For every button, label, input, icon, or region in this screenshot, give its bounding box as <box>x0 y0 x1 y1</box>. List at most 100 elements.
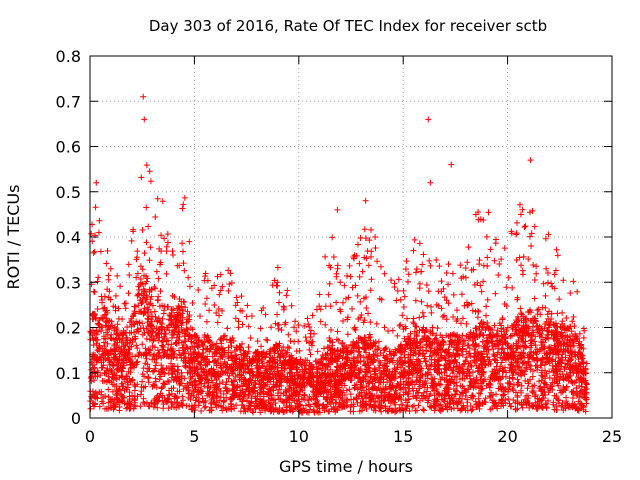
data-point <box>192 334 199 341</box>
data-point <box>337 279 344 286</box>
data-point <box>384 366 391 373</box>
data-point <box>193 394 200 401</box>
data-point <box>465 360 472 367</box>
chart-title: Day 303 of 2016, Rate Of TEC Index for r… <box>149 17 547 35</box>
data-point <box>435 402 442 409</box>
data-point <box>266 403 273 410</box>
data-point <box>466 382 473 389</box>
data-point <box>366 365 373 372</box>
data-point <box>544 279 551 286</box>
data-point <box>91 248 98 255</box>
data-point <box>202 300 209 307</box>
data-point <box>518 262 525 269</box>
data-point <box>450 366 457 373</box>
data-point <box>327 388 334 395</box>
data-point <box>143 239 150 246</box>
data-point <box>376 375 383 382</box>
data-point <box>334 328 341 335</box>
data-point <box>138 300 145 307</box>
data-point <box>463 333 470 340</box>
data-point <box>416 339 423 346</box>
data-point <box>240 408 247 415</box>
data-point <box>239 340 246 347</box>
data-point <box>225 287 232 294</box>
data-point <box>96 316 103 323</box>
data-point <box>225 375 232 382</box>
data-point <box>378 392 385 399</box>
data-point <box>501 245 508 252</box>
data-point <box>88 373 95 380</box>
data-point <box>296 347 303 354</box>
data-point <box>484 254 491 261</box>
data-point <box>578 353 585 360</box>
data-point <box>211 358 218 365</box>
data-point <box>567 290 574 297</box>
data-point <box>322 303 329 310</box>
data-point <box>434 340 441 347</box>
data-point <box>385 391 392 398</box>
data-point <box>424 375 431 382</box>
data-point <box>320 345 327 352</box>
data-point <box>420 313 427 320</box>
data-point <box>515 336 522 343</box>
data-point <box>88 230 95 237</box>
data-point <box>134 358 141 365</box>
data-point <box>404 278 411 285</box>
data-point <box>176 388 183 395</box>
data-point <box>423 282 430 289</box>
data-point <box>351 373 358 380</box>
data-point <box>492 402 499 409</box>
data-point <box>403 405 410 412</box>
data-point <box>152 378 159 385</box>
data-point <box>471 359 478 366</box>
data-point <box>126 389 133 396</box>
data-point <box>145 329 152 336</box>
data-point <box>131 387 138 394</box>
data-point <box>237 360 244 367</box>
data-point <box>493 363 500 370</box>
data-point <box>288 302 295 309</box>
data-point <box>328 326 335 333</box>
data-point <box>350 254 357 261</box>
data-point <box>239 383 246 390</box>
data-point <box>485 325 492 332</box>
data-point <box>556 347 563 354</box>
data-point <box>211 301 218 308</box>
data-point <box>326 399 333 406</box>
data-point <box>295 372 302 379</box>
data-point <box>133 256 140 263</box>
data-point <box>570 314 577 321</box>
data-point <box>393 297 400 304</box>
data-point <box>182 354 189 361</box>
data-point <box>184 369 191 376</box>
data-point <box>138 174 145 181</box>
data-point <box>318 356 325 363</box>
data-point <box>450 331 457 338</box>
data-point <box>570 278 577 285</box>
data-point <box>291 338 298 345</box>
data-point <box>474 314 481 321</box>
data-point <box>406 407 413 414</box>
data-point <box>510 362 517 369</box>
data-point <box>364 341 371 348</box>
data-point <box>191 378 198 385</box>
data-point <box>307 327 314 334</box>
data-point <box>173 339 180 346</box>
data-point <box>107 366 114 373</box>
data-point <box>317 318 324 325</box>
data-point <box>494 371 501 378</box>
data-point <box>176 351 183 358</box>
data-point <box>543 265 550 272</box>
data-point <box>374 395 381 402</box>
data-point <box>412 392 419 399</box>
data-point <box>508 345 515 352</box>
data-point <box>494 359 501 366</box>
data-point <box>472 343 479 350</box>
data-point <box>145 312 152 319</box>
data-point <box>347 391 354 398</box>
data-point <box>509 349 516 356</box>
data-point <box>506 400 513 407</box>
data-point <box>555 354 562 361</box>
data-point <box>334 262 341 269</box>
data-point <box>583 360 590 367</box>
